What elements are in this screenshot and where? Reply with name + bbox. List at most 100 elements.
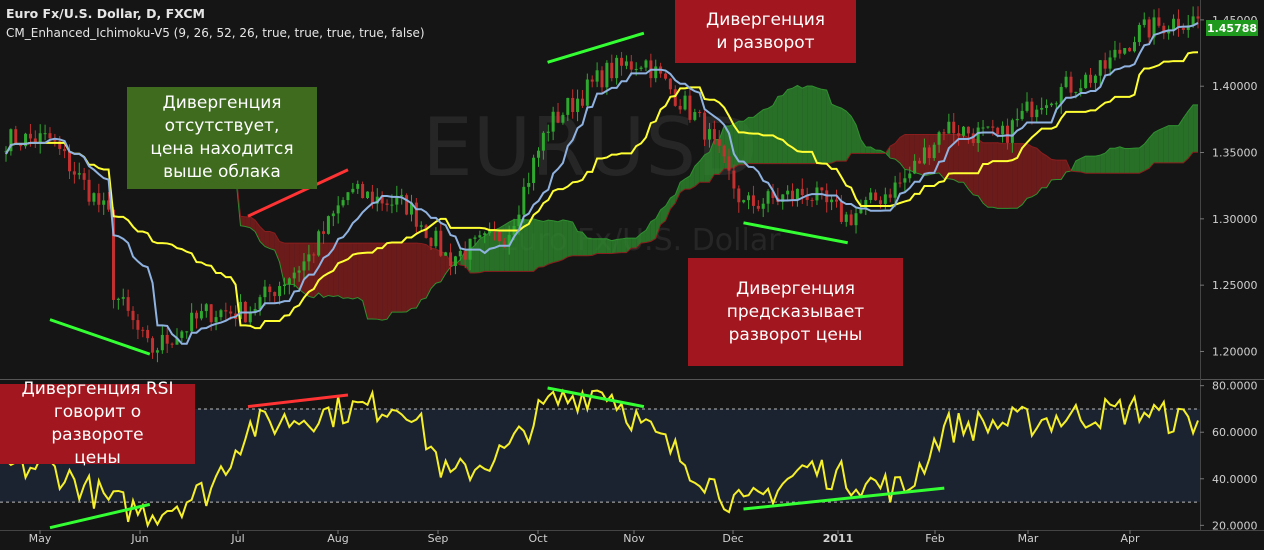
cloud-bull-segment — [1090, 156, 1096, 174]
candle-body — [830, 199, 834, 203]
cloud-bull-segment — [587, 238, 593, 256]
cloud-bear-segment — [274, 233, 280, 263]
time-tick-label: Apr — [1120, 532, 1140, 545]
candle-body — [488, 230, 492, 234]
candle-body — [981, 127, 985, 129]
candle-body — [1132, 42, 1136, 52]
cloud-bull-segment — [562, 219, 568, 260]
candle-body — [9, 129, 13, 152]
rsi-line — [5, 388, 1199, 529]
candle-body — [913, 160, 917, 174]
cloud-bear-segment — [343, 243, 348, 299]
candle-body — [1128, 48, 1132, 52]
cloud-bear-segment — [401, 243, 407, 313]
candle-body — [786, 190, 790, 195]
cloud-bull-segment — [758, 109, 764, 164]
time-tick-label: Jul — [230, 532, 244, 545]
candle-body — [1001, 125, 1005, 135]
candle-body — [366, 191, 370, 199]
candle-body — [527, 182, 531, 187]
cloud-bull-segment — [1129, 148, 1135, 174]
candle-body — [590, 79, 594, 82]
candle-body — [874, 192, 878, 201]
candle-body — [683, 95, 687, 110]
candle-body — [33, 138, 37, 144]
cloud-bull-segment — [597, 238, 602, 254]
candle-body — [532, 157, 536, 183]
cloud-bear-segment — [333, 243, 339, 297]
price-tick-label: 1.25000 — [1212, 279, 1258, 292]
candle-body — [453, 256, 457, 266]
candle-body — [502, 241, 506, 246]
candle-body — [966, 126, 970, 134]
candle-body — [336, 205, 340, 214]
cloud-bull-segment — [772, 96, 778, 164]
candle-body — [199, 311, 203, 319]
candle-body — [517, 214, 521, 226]
candle-body — [849, 214, 853, 226]
candle-body — [771, 191, 775, 198]
cloud-bull-segment — [748, 117, 754, 164]
candle-body — [1118, 49, 1122, 54]
candle-body — [580, 98, 584, 106]
candle-body — [1196, 16, 1200, 19]
candle-body — [385, 203, 389, 205]
candle-body — [947, 121, 951, 134]
cloud-bear-segment — [318, 243, 324, 298]
candle-body — [747, 195, 751, 201]
cloud-bear-segment — [338, 243, 344, 299]
candle-body — [654, 66, 658, 79]
cloud-bull-segment — [474, 238, 480, 273]
cloud-bull-segment — [602, 238, 607, 254]
cloud-bull-segment — [694, 161, 700, 187]
rsi-divergence-line — [547, 386, 645, 409]
candle-body — [351, 188, 355, 193]
candle-body — [326, 216, 330, 234]
candle-body — [263, 286, 267, 298]
cloud-bear-segment — [284, 243, 290, 285]
candle-body — [1147, 19, 1151, 38]
candle-body — [952, 121, 956, 134]
cloud-bear-segment — [328, 243, 334, 297]
candle-body — [1010, 120, 1014, 143]
candle-body — [991, 126, 995, 128]
candle-body — [312, 254, 316, 256]
candle-body — [791, 190, 795, 200]
cloud-bear-segment — [895, 137, 900, 164]
candle-body — [766, 191, 770, 204]
cloud-bear-segment — [372, 243, 378, 320]
candle-body — [253, 309, 257, 313]
candle-body — [160, 334, 164, 351]
cloud-bull-segment — [860, 139, 866, 154]
candle-body — [781, 194, 785, 202]
time-tick-label: Oct — [528, 532, 548, 545]
candle-body — [854, 213, 858, 226]
candle-body — [390, 204, 394, 206]
cloud-bear-segment — [250, 216, 256, 232]
rsi-tick-label: 60.0000 — [1212, 426, 1258, 439]
cloud-bull-segment — [1114, 146, 1120, 174]
cloud-bull-segment — [641, 230, 646, 244]
candle-body — [844, 214, 848, 222]
cloud-bull-segment — [885, 146, 891, 159]
candle-body — [996, 127, 1000, 135]
cloud-bull-segment — [611, 239, 617, 254]
cloud-bull-segment — [548, 220, 554, 265]
candle-body — [605, 62, 609, 88]
time-tick-label: Mar — [1018, 532, 1039, 545]
rsi-tick-label: 20.0000 — [1212, 519, 1258, 532]
candle-body — [576, 98, 580, 113]
candle-body — [942, 132, 946, 134]
cloud-bull-segment — [870, 147, 876, 154]
candle-body — [483, 233, 487, 236]
candle-body — [834, 199, 838, 202]
cloud-bear-segment — [352, 243, 358, 299]
cloud-bear-segment — [1056, 160, 1062, 180]
cloud-bear-segment — [1061, 160, 1067, 180]
price-divergence-line — [547, 31, 645, 64]
candle-body — [610, 62, 614, 79]
candle-body — [600, 70, 604, 88]
cloud-bear-segment — [406, 243, 412, 312]
candle-body — [986, 126, 990, 128]
